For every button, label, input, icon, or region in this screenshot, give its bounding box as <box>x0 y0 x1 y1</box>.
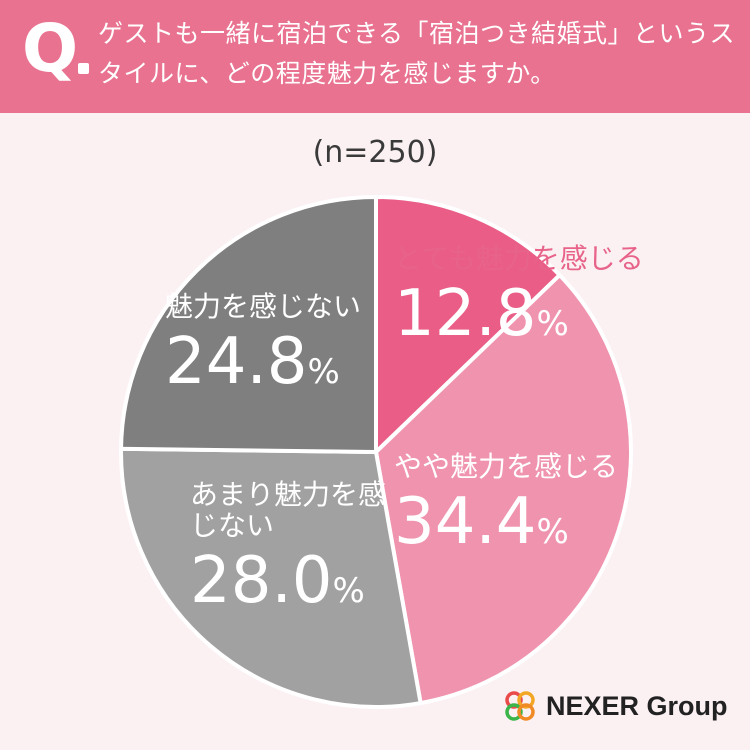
question-text: ゲストも一緒に宿泊できる「宿泊つき結婚式」というスタイルに、どの程度魅力を感じま… <box>98 19 736 88</box>
segment-value: 12.8% <box>394 276 569 351</box>
sample-size-label: (n=250) <box>312 135 438 170</box>
nexer-logo-icon <box>505 691 535 721</box>
segment-value: 34.4% <box>394 484 569 559</box>
segment-name: あまり魅力を感じない <box>190 478 387 542</box>
nexer-logo: NEXER Group <box>502 688 728 724</box>
q-mark: Q <box>22 10 79 87</box>
segment-label-not-very-attractive: あまり魅力を感じない 28.0% <box>190 478 390 618</box>
slice-somewhat-attractive <box>374 273 633 706</box>
segment-name: 魅力を感じない <box>165 290 362 323</box>
segment-name: やや魅力を感じる <box>394 450 619 483</box>
segment-value: 24.8% <box>165 324 340 399</box>
slice-not-attractive <box>119 195 378 454</box>
segment-label-not-attractive: 魅力を感じない 24.8% <box>165 290 362 399</box>
segment-label-somewhat-attractive: やや魅力を感じる 34.4% <box>394 450 619 559</box>
segment-name: とても魅力を感じる <box>394 242 644 275</box>
slice-not-very-attractive <box>119 446 423 709</box>
segment-label-very-attractive: とても魅力を感じる 12.8% <box>394 242 644 351</box>
slice-very-attractive <box>374 195 562 454</box>
segment-value: 28.0% <box>190 543 365 618</box>
question-header: Q ゲストも一緒に宿泊できる「宿泊つき結婚式」というスタイルに、どの程度魅力を感… <box>0 0 750 113</box>
logo-text: NEXER Group <box>546 690 728 721</box>
q-dot <box>78 63 89 74</box>
